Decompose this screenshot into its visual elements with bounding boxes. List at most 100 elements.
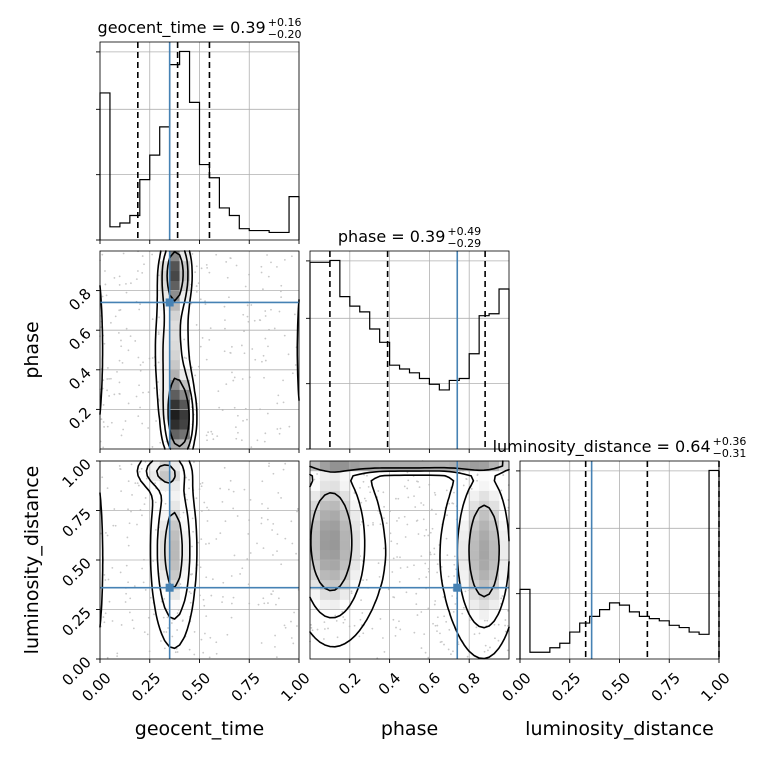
density-cell xyxy=(159,470,170,482)
sample-point xyxy=(446,514,448,517)
sample-point xyxy=(154,501,157,504)
sample-point xyxy=(253,319,256,322)
sample-point xyxy=(120,339,122,342)
sample-point xyxy=(107,578,110,581)
density-cell xyxy=(499,550,510,561)
density-cell xyxy=(169,579,180,590)
sample-point xyxy=(165,631,168,633)
sample-point xyxy=(507,624,509,627)
sample-point xyxy=(336,636,339,639)
density-cell xyxy=(310,461,321,472)
density-cell xyxy=(349,560,361,571)
sample-point xyxy=(291,372,294,375)
sample-point xyxy=(390,540,393,543)
sample-point xyxy=(188,478,190,481)
sample-point xyxy=(103,342,106,345)
sample-point xyxy=(125,282,127,285)
sample-point xyxy=(206,266,209,269)
sample-point xyxy=(138,384,140,387)
sample-point xyxy=(104,270,106,272)
x-axis-label: phase xyxy=(381,718,438,740)
density-cell xyxy=(179,270,190,281)
sample-point xyxy=(361,612,364,614)
sample-point xyxy=(157,333,160,335)
sample-point xyxy=(243,352,246,355)
density-cell xyxy=(349,510,361,521)
density-cell xyxy=(169,560,180,571)
density-cell xyxy=(169,490,180,501)
density-cell xyxy=(310,589,321,600)
density-cell xyxy=(479,470,490,482)
density-cell xyxy=(310,480,321,491)
sample-point xyxy=(455,568,457,571)
sample-point xyxy=(113,277,116,279)
density-cell xyxy=(179,419,190,430)
sample-point xyxy=(100,418,103,421)
x-tick-label: 0.6 xyxy=(415,669,445,699)
sample-point xyxy=(436,563,439,566)
sample-point xyxy=(203,604,206,607)
sample-point xyxy=(153,387,156,390)
sample-point xyxy=(327,627,329,630)
sample-point xyxy=(143,263,145,266)
sample-point xyxy=(316,473,318,475)
sample-point xyxy=(136,523,138,526)
sample-point xyxy=(267,345,269,348)
density-cell xyxy=(349,530,361,541)
sample-point xyxy=(447,575,450,578)
density-cell xyxy=(179,399,190,410)
sample-point xyxy=(270,261,272,264)
sample-point xyxy=(501,595,504,597)
density-cell xyxy=(169,540,180,551)
sample-point xyxy=(453,563,456,566)
x-tick-label: 0.75 xyxy=(228,669,264,705)
sample-point xyxy=(191,517,194,520)
sample-point xyxy=(206,439,208,442)
sample-point xyxy=(215,538,218,540)
density-cell xyxy=(319,569,331,581)
density-cell xyxy=(469,530,480,541)
density-cell xyxy=(319,510,331,521)
sample-point xyxy=(199,298,202,301)
injection-marker xyxy=(165,298,174,307)
sample-point xyxy=(260,517,263,519)
sample-point xyxy=(202,598,205,601)
sample-point xyxy=(224,520,227,523)
density-cell xyxy=(339,510,351,521)
sample-point xyxy=(142,391,144,394)
sample-point xyxy=(275,656,278,659)
sample-point xyxy=(452,502,455,505)
sample-point xyxy=(194,271,197,274)
sample-point xyxy=(201,481,204,484)
sample-point xyxy=(462,606,465,609)
sample-point xyxy=(267,602,269,604)
sample-point xyxy=(350,592,353,595)
density-cell xyxy=(479,560,490,571)
density-cell xyxy=(310,550,321,561)
sample-point xyxy=(267,275,270,278)
sample-point xyxy=(372,521,374,524)
density-cell xyxy=(179,290,190,301)
density-cell xyxy=(489,461,500,472)
density-cell xyxy=(489,589,500,600)
sample-point xyxy=(403,485,406,488)
x-tick-label: 0.8 xyxy=(454,669,484,699)
sample-point xyxy=(262,354,265,357)
sample-point xyxy=(246,418,248,421)
sample-point xyxy=(101,295,104,298)
sample-point xyxy=(266,254,268,256)
density-cell xyxy=(319,579,331,590)
sample-point xyxy=(185,357,188,360)
sample-point xyxy=(416,519,419,522)
density-cell xyxy=(319,500,331,511)
sample-point xyxy=(448,628,451,631)
sample-point xyxy=(111,566,114,569)
sample-point xyxy=(106,656,109,659)
sample-point xyxy=(284,537,287,540)
density-cell xyxy=(179,409,190,420)
x-axis-label: luminosity_distance xyxy=(525,718,714,740)
sample-point xyxy=(294,364,297,366)
sample-point xyxy=(366,474,368,477)
y-tick-label: 0.6 xyxy=(65,324,95,354)
sample-point xyxy=(127,349,130,352)
